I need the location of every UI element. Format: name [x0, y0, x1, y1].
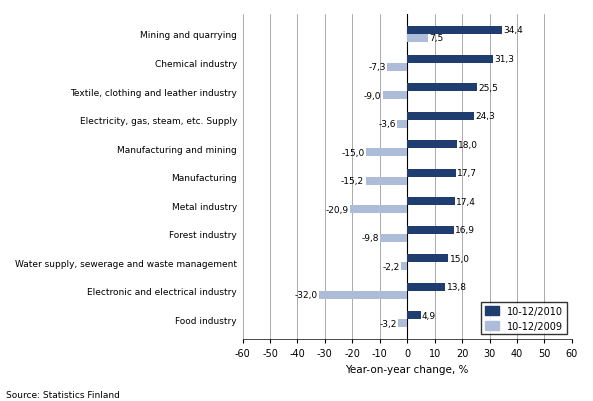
Text: -3,6: -3,6 [378, 120, 396, 129]
Bar [407, 198, 455, 206]
Bar [407, 55, 493, 63]
Bar [407, 312, 420, 320]
Bar [398, 320, 407, 328]
Bar [407, 226, 454, 234]
Bar [397, 120, 407, 128]
Bar [407, 27, 502, 35]
Text: -32,0: -32,0 [295, 291, 318, 300]
Bar [407, 283, 445, 291]
Text: -20,9: -20,9 [326, 205, 349, 214]
Text: Source: Statistics Finland: Source: Statistics Finland [6, 390, 120, 399]
Text: -9,0: -9,0 [364, 91, 381, 100]
Bar [382, 92, 407, 100]
Text: -2,2: -2,2 [382, 262, 400, 271]
Text: 17,7: 17,7 [457, 169, 477, 178]
Text: 34,4: 34,4 [503, 26, 523, 35]
Text: 15,0: 15,0 [449, 254, 470, 263]
Bar [407, 84, 477, 92]
Text: 16,9: 16,9 [455, 226, 475, 235]
Text: -15,2: -15,2 [341, 177, 364, 186]
Text: 7,5: 7,5 [429, 34, 444, 43]
Bar [401, 263, 407, 271]
Bar [365, 177, 407, 185]
Text: 17,4: 17,4 [457, 197, 476, 206]
X-axis label: Year-on-year change, %: Year-on-year change, % [346, 364, 469, 374]
Legend: 10-12/2010, 10-12/2009: 10-12/2010, 10-12/2009 [481, 302, 567, 335]
Text: 31,3: 31,3 [495, 55, 515, 64]
Bar [407, 255, 448, 263]
Bar [380, 234, 407, 242]
Bar [387, 63, 407, 71]
Bar [407, 141, 457, 149]
Text: 13,8: 13,8 [447, 283, 467, 292]
Text: -9,8: -9,8 [362, 234, 379, 243]
Bar [407, 112, 474, 120]
Text: -3,2: -3,2 [380, 319, 397, 328]
Text: 4,9: 4,9 [422, 311, 436, 320]
Bar [407, 35, 428, 43]
Bar [366, 149, 407, 157]
Bar [350, 206, 407, 214]
Bar [320, 291, 407, 299]
Text: 18,0: 18,0 [458, 140, 478, 149]
Text: 25,5: 25,5 [479, 83, 499, 92]
Text: -15,0: -15,0 [342, 148, 365, 157]
Text: 24,3: 24,3 [475, 112, 495, 121]
Text: -7,3: -7,3 [368, 63, 386, 72]
Bar [407, 169, 456, 177]
